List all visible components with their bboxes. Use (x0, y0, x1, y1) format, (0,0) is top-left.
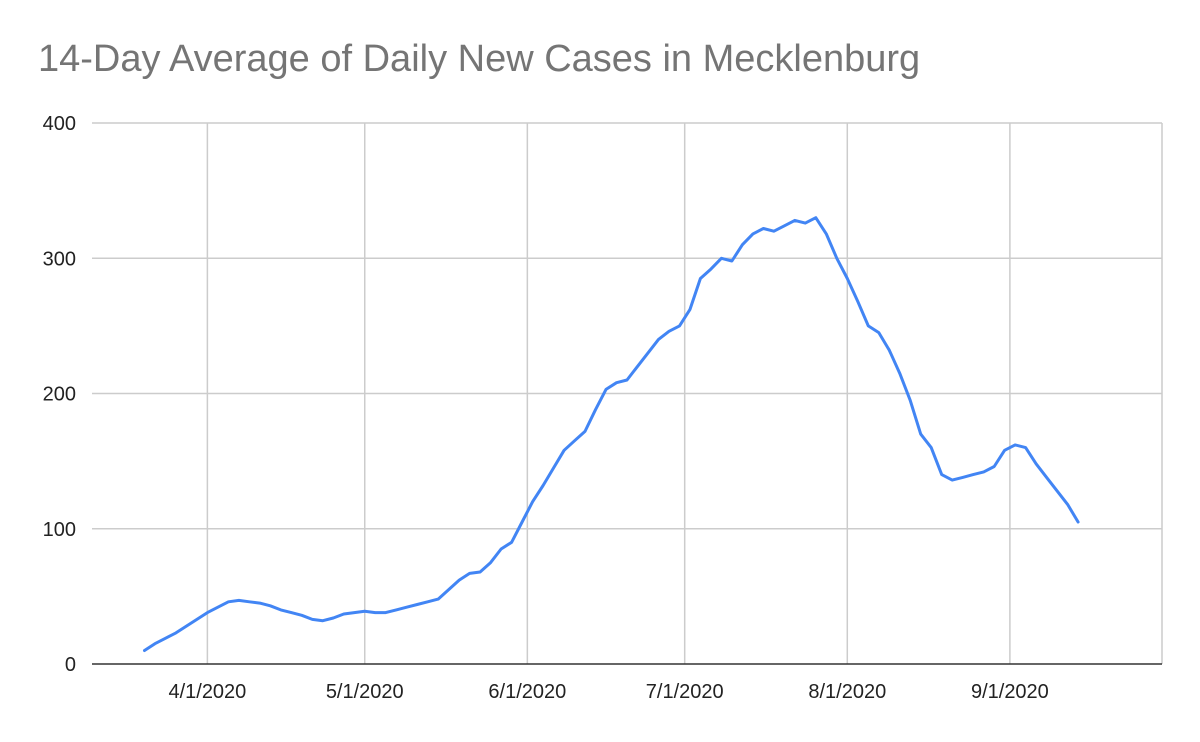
y-tick-label-3: 300 (43, 248, 76, 270)
y-tick-label-1: 100 (43, 519, 76, 541)
x-tick-label-2: 6/1/2020 (488, 681, 566, 703)
y-tick-label-4: 400 (43, 113, 76, 135)
chart-title: 14-Day Average of Daily New Cases in Mec… (38, 38, 921, 80)
grid-lines (92, 122, 1163, 664)
x-axis-ticks: 4/1/2020 5/1/2020 6/1/2020 7/1/2020 8/1/2020… (168, 681, 1048, 703)
x-tick-label-4: 8/1/2020 (808, 681, 886, 703)
y-tick-label-2: 200 (43, 384, 76, 406)
x-tick-label-3: 7/1/2020 (646, 681, 724, 703)
x-tick-label-1: 5/1/2020 (326, 681, 404, 703)
series-layer (143, 216, 1080, 652)
y-tick-label-0: 0 (65, 654, 76, 676)
x-tick-label-0: 4/1/2020 (168, 681, 246, 703)
x-tick-label-5: 9/1/2020 (971, 681, 1049, 703)
series-line-0 (143, 216, 1080, 652)
y-axis-ticks: 0 100 200 300 400 (43, 113, 76, 676)
